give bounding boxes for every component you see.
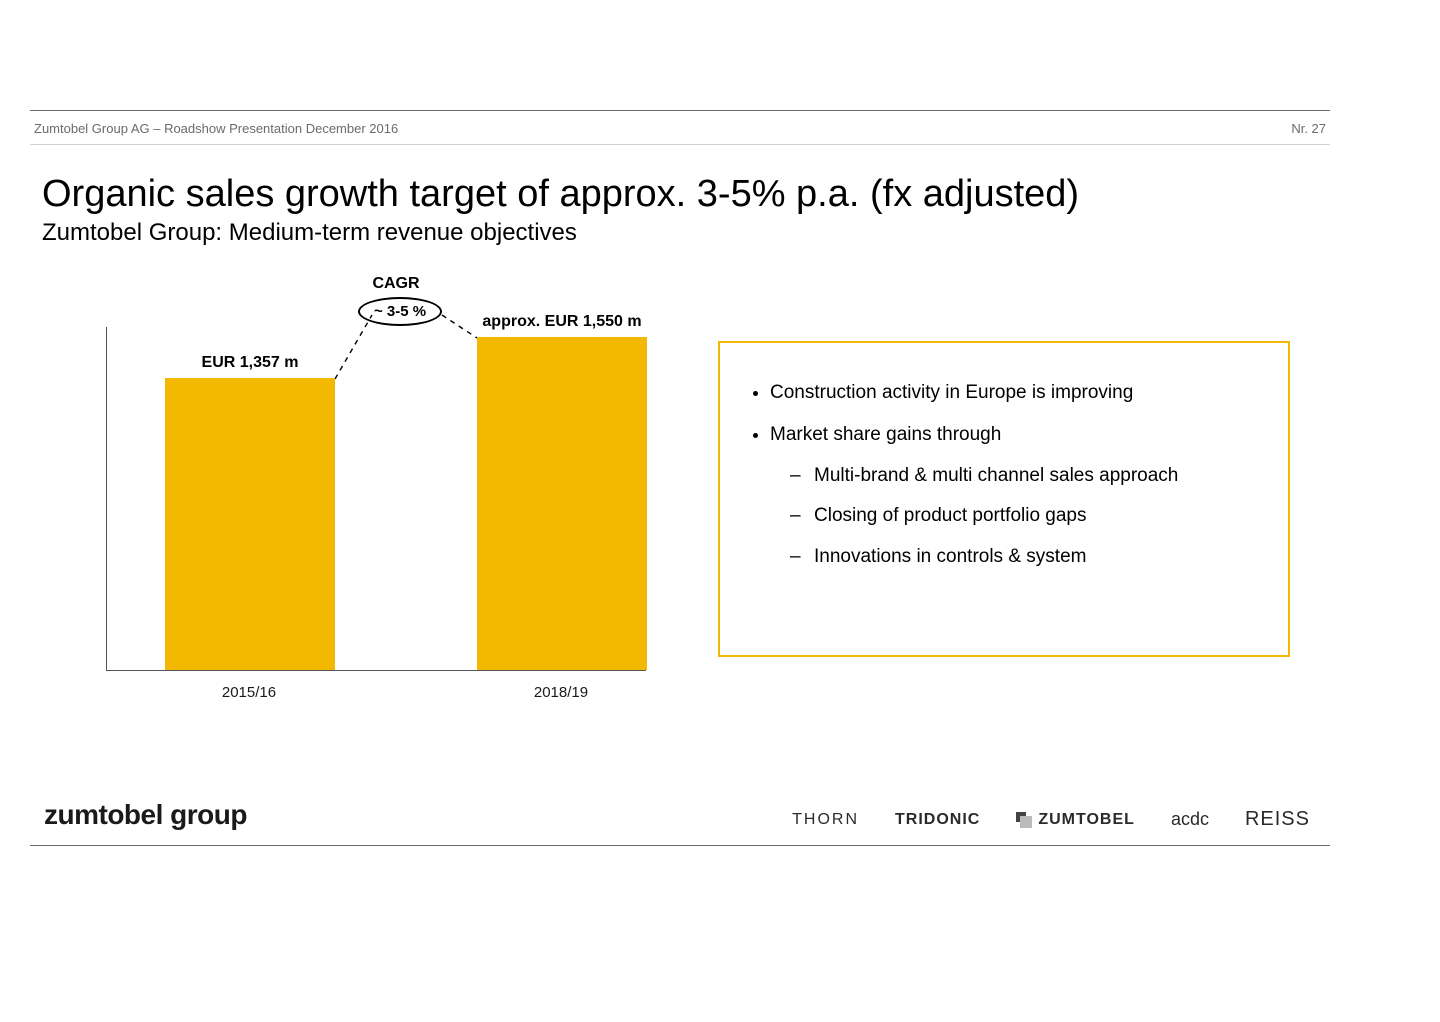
slide-title: Organic sales growth target of approx. 3… xyxy=(42,173,1322,217)
brand-logo-reiss: REISS xyxy=(1245,808,1310,831)
callout-subitem: Innovations in controls & system xyxy=(814,543,1264,572)
header-left: Zumtobel Group AG – Roadshow Presentatio… xyxy=(34,121,398,144)
callout-item: Market share gains through Multi-brand &… xyxy=(770,421,1264,571)
drivers-callout: Construction activity in Europe is impro… xyxy=(718,341,1290,657)
chart-bar xyxy=(165,378,335,670)
bar-value-label: approx. EUR 1,550 m xyxy=(442,313,682,331)
slide-footer: zumtobel group THORN TRIDONIC ZUMTOBEL a… xyxy=(30,799,1330,831)
callout-item-text: Construction activity in Europe is impro… xyxy=(770,382,1133,403)
brand-logo-thorn: THORN xyxy=(792,811,859,829)
slide: Zumtobel Group AG – Roadshow Presentatio… xyxy=(30,110,1330,846)
chart-bar xyxy=(477,337,647,670)
brand-logo-acdc: acdc xyxy=(1171,809,1209,830)
brand-logo-zumtobel-text: ZUMTOBEL xyxy=(1038,811,1135,829)
brand-logo-zumtobel: ZUMTOBEL xyxy=(1016,811,1135,829)
brand-logo-tridonic: TRIDONIC xyxy=(895,811,980,829)
content-area: CAGR ~ 3-5 % EUR 1,357 mapprox. EUR 1,55… xyxy=(30,265,1330,765)
chart-plot: EUR 1,357 mapprox. EUR 1,550 m xyxy=(106,327,646,671)
zumtobel-icon xyxy=(1016,812,1032,828)
cagr-title: CAGR xyxy=(366,275,426,293)
header-right: Nr. 27 xyxy=(1291,121,1326,144)
footer-brand-row: THORN TRIDONIC ZUMTOBEL acdc REISS xyxy=(792,808,1310,831)
callout-item: Construction activity in Europe is impro… xyxy=(770,379,1264,408)
axis-category-label: 2015/16 xyxy=(164,684,334,701)
title-block: Organic sales growth target of approx. 3… xyxy=(30,145,1330,247)
cagr-badge: ~ 3-5 % xyxy=(358,297,442,326)
callout-item-text: Market share gains through xyxy=(770,424,1001,445)
slide-header: Zumtobel Group AG – Roadshow Presentatio… xyxy=(30,111,1330,145)
footer-main-brand: zumtobel group xyxy=(44,799,247,831)
axis-category-label: 2018/19 xyxy=(476,684,646,701)
slide-subtitle: Zumtobel Group: Medium-term revenue obje… xyxy=(42,219,1322,247)
callout-list: Construction activity in Europe is impro… xyxy=(748,379,1264,572)
revenue-bar-chart: CAGR ~ 3-5 % EUR 1,357 mapprox. EUR 1,55… xyxy=(66,265,666,719)
callout-sublist: Multi-brand & multi channel sales approa… xyxy=(770,462,1264,572)
callout-subitem: Closing of product portfolio gaps xyxy=(814,502,1264,531)
callout-subitem: Multi-brand & multi channel sales approa… xyxy=(814,462,1264,491)
bar-value-label: EUR 1,357 m xyxy=(130,354,370,372)
